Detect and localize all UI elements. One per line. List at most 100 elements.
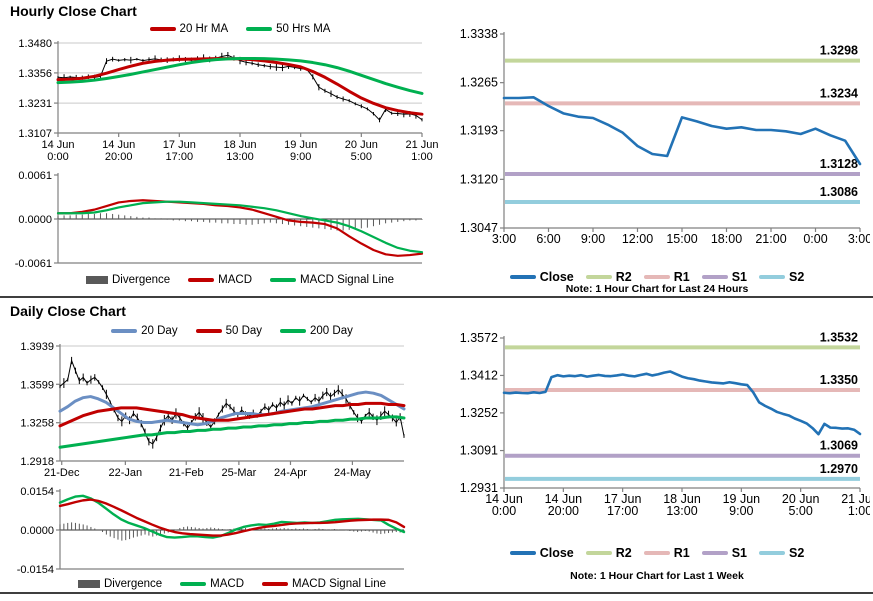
legend-item-macd-signal-line: MACD Signal Line xyxy=(262,578,386,590)
x-tick-label: 17:00 xyxy=(166,151,194,163)
x-tick-label: 25-Mar xyxy=(221,467,256,479)
series-line-200-day xyxy=(58,415,406,449)
y-tick-label: 1.3193 xyxy=(460,124,498,138)
series-line-close xyxy=(502,370,862,436)
x-tick-label: 24-Apr xyxy=(274,467,307,479)
x-tick-label: 19 Jun xyxy=(284,139,317,151)
level-label-r2: 1.3298 xyxy=(820,44,858,58)
x-tick-label: 3:00 xyxy=(848,232,870,246)
legend-item-s1: S1 xyxy=(701,546,747,560)
y-tick-label: -0.0154 xyxy=(17,564,54,575)
hourly-price-legend: 20 Hr MA 50 Hrs MA xyxy=(8,20,438,38)
x-tick-label: 21-Dec xyxy=(44,467,80,479)
legend-item-divergence: Divergence xyxy=(85,274,170,286)
series-line-20-hr-ma xyxy=(56,57,424,116)
hourly-macd-legend: Divergence MACD MACD Signal Line xyxy=(8,271,438,289)
legend-swatch xyxy=(643,551,670,555)
series-line-50-day xyxy=(58,401,406,428)
legend-item-s1: S1 xyxy=(701,270,747,284)
y-tick-label: 1.3412 xyxy=(460,368,498,382)
legend-item-s2: S2 xyxy=(759,546,804,560)
hourly-price-chart: 20 Hr MA 50 Hrs MA 1.3480 1.3356 1.3231 1.31… xyxy=(8,20,438,165)
series-line-close xyxy=(502,96,862,166)
x-tick-label: 18 Jun xyxy=(663,492,701,506)
legend-swatch xyxy=(585,275,612,279)
x-tick-label: 20 Jun xyxy=(345,139,378,151)
x-tick-label: 19 Jun xyxy=(723,492,761,506)
legend-swatch xyxy=(195,329,222,333)
level-label-s1: 1.3069 xyxy=(820,439,858,453)
legend-label: R2 xyxy=(615,270,632,284)
legend-item-close: Close xyxy=(509,546,574,560)
legend-item-r1: R1 xyxy=(643,270,690,284)
x-tick-label: 21:00 xyxy=(755,232,786,246)
legend-item-s2: S2 xyxy=(759,270,804,284)
legend-label: S2 xyxy=(789,270,805,284)
y-tick-label: 0.0000 xyxy=(18,214,52,226)
x-tick-label: 17:00 xyxy=(607,504,638,518)
series-line-macd xyxy=(56,199,424,257)
legend-item-50-day: 50 Day xyxy=(195,325,263,337)
x-tick-label: 14 Jun xyxy=(41,139,74,151)
x-tick-label: 20:00 xyxy=(548,504,579,518)
x-tick-label: 9:00 xyxy=(290,151,311,163)
x-tick-label: 21 Jun xyxy=(841,492,870,506)
legend-swatch xyxy=(180,582,207,586)
y-tick-label: 0.0154 xyxy=(20,486,54,498)
legend-label: 50 Hrs MA xyxy=(276,23,331,35)
x-tick-label: 18:00 xyxy=(711,232,742,246)
x-tick-label: 6:00 xyxy=(536,232,560,246)
daily-macd-plot: 0.0154 0.0000 -0.0154 xyxy=(17,486,406,575)
legend-label: MACD Signal Line xyxy=(300,274,394,286)
legend-item-macd: MACD xyxy=(180,578,244,590)
legend-label: 50 Day xyxy=(225,325,263,337)
close-series-line xyxy=(59,358,405,445)
y-tick-label: 1.3107 xyxy=(18,128,52,140)
legend-label: 200 Day xyxy=(310,325,353,337)
legend-label: S1 xyxy=(731,270,747,284)
legend-swatch xyxy=(85,276,108,284)
daily-pivot-chart: 1.3572 1.3412 1.3252 1.3091 1.2931 14 Jun 0:00… xyxy=(444,322,870,562)
legend-item-divergence: Divergence xyxy=(77,578,163,590)
legend-label: S1 xyxy=(731,546,747,560)
y-tick-label: 1.2931 xyxy=(460,481,498,495)
y-tick-label: 1.3258 xyxy=(20,418,54,430)
legend-label: Divergence xyxy=(103,578,163,590)
series-line-macd-signal-line xyxy=(56,200,424,254)
legend-item-r1: R1 xyxy=(643,546,690,560)
daily-price-legend: 20 Day 50 Day 200 Day xyxy=(8,322,438,340)
y-tick-label: 1.3047 xyxy=(460,221,498,235)
hourly-macd-plot: 0.0061 0.0000 -0.0061 xyxy=(15,170,424,270)
daily-price-chart: 20 Day 50 Day 200 Day 1.3939 1.3599 1.3258 1.… xyxy=(8,322,438,483)
x-tick-label: 0:00 xyxy=(492,504,516,518)
level-label-r2: 1.3532 xyxy=(820,330,858,344)
x-tick-label: 12:00 xyxy=(622,232,653,246)
legend-label: R1 xyxy=(673,270,690,284)
legend-swatch xyxy=(643,275,670,279)
legend-swatch xyxy=(111,329,138,333)
legend-label: R1 xyxy=(673,546,690,560)
series-line-macd-signal-line xyxy=(58,498,406,537)
x-tick-label: 24-May xyxy=(334,467,371,479)
legend-label: Close xyxy=(539,270,574,284)
x-tick-label: 9:00 xyxy=(581,232,605,246)
level-label-s1: 1.3128 xyxy=(820,157,858,171)
y-tick-label: 1.3265 xyxy=(460,76,498,90)
legend-swatch xyxy=(585,551,612,555)
y-tick-label: 1.3599 xyxy=(20,379,54,391)
x-tick-label: 20 Jun xyxy=(782,492,820,506)
x-tick-label: 18 Jun xyxy=(223,139,256,151)
daily-macd-legend: Divergence MACD MACD Signal Line xyxy=(8,575,438,593)
y-tick-label: 1.3338 xyxy=(460,27,498,41)
hourly-note: Note: 1 Hour Chart for Last 24 Hours xyxy=(565,283,749,295)
x-tick-label: 14 Jun xyxy=(485,492,523,506)
section-divider-2 xyxy=(0,592,873,594)
hourly-pivot-chart: 1.3338 1.3265 1.3193 1.3120 1.3047 3:00 6:00 9:… xyxy=(444,20,870,286)
legend-swatch xyxy=(280,329,307,333)
x-tick-label: 1:00 xyxy=(848,504,870,518)
legend-swatch xyxy=(262,582,289,586)
legend-swatch xyxy=(701,551,728,555)
legend-item-50-hrs-ma: 50 Hrs MA xyxy=(246,23,330,35)
y-tick-label: 1.3252 xyxy=(460,406,498,420)
